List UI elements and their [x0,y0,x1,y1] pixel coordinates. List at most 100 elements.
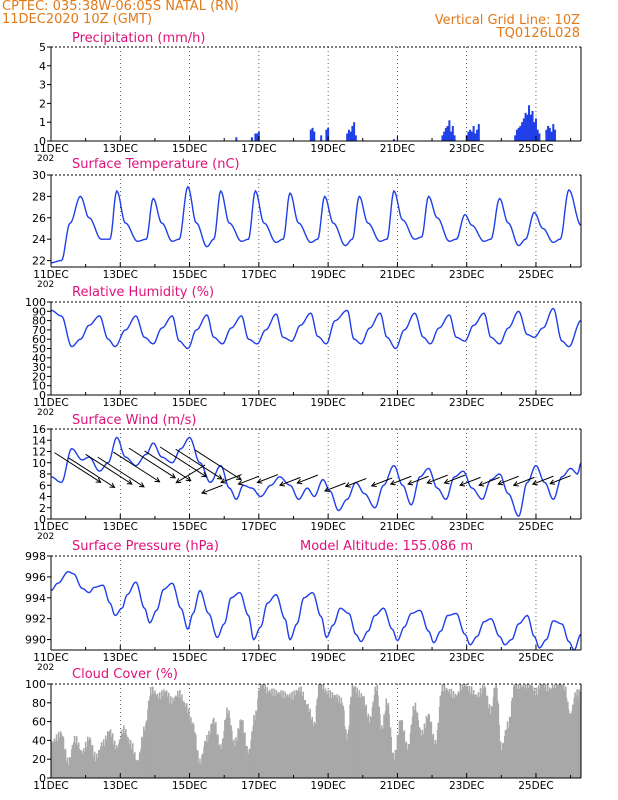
wind-arrow-head [549,479,556,485]
x-tick-label: 17DEC [241,521,276,533]
precip-bar [354,135,357,141]
y-tick-label: 90 [32,305,46,318]
y-tick-label: 60 [32,716,46,729]
y-tick-label: 4 [39,491,46,504]
wind-arrow [257,474,279,483]
wind-arrow-head [138,482,145,488]
wind-arrow-head [216,474,223,480]
x-tick-label: 13DEC [103,143,138,155]
wind-arrow-head [185,476,192,482]
temp-panel: 22 24 26 28 30 11DEC 13DEC 15DEC 17DEC 19DEC 21DEC… [32,157,582,290]
y-tick-label: 26 [32,212,46,225]
x-tick-label: 11DEC [33,397,68,409]
y-tick-label: 0 [39,513,46,526]
wind-arrow [238,475,260,485]
x-tick-label: 13DEC [103,780,138,792]
wind-arrow [426,474,448,484]
precip-bar [347,129,350,141]
wind-arrow-head [389,480,396,486]
wind-arrow-head [459,481,466,487]
wind-arrow-head [278,481,285,487]
wind-arrow-head [497,480,504,486]
precip-bar [476,129,479,141]
x-tick-label: 15DEC [172,780,207,792]
precip-bar [477,124,480,141]
x-tick-label: 15DEC [172,269,207,281]
x-tick-label: 17DEC [241,143,276,155]
precip-bar [545,129,548,141]
wind-arrow-head [531,480,538,486]
wind-arrow-head [126,479,133,485]
wind-arrow [324,482,346,492]
y-tick-label: 20 [32,370,46,383]
precip-bar [538,133,541,141]
precip-bar [550,131,553,141]
x-tick-label: 25DEC [518,269,553,281]
precip-bar [448,120,451,141]
cloud-series [51,684,581,778]
wind-arrow-head [220,478,227,484]
wind-arrow [549,475,571,485]
y-tick-label: 22 [32,255,46,268]
wind-arrow [113,451,160,483]
precip-bar [441,135,444,141]
y-tick-label: 1 [39,116,46,129]
wind-arrow [498,475,519,485]
x-tick-label: 23DEC [449,652,484,664]
y-tick-label: 2 [39,97,46,110]
precip-bar [256,133,259,141]
wind-arrow [54,452,101,483]
pressure-title: Surface Pressure (hPa) [72,539,219,554]
x-tick-label: 19DEC [310,269,345,281]
wind-arrow-head [237,480,244,486]
precip-bar [474,133,477,141]
precip-bar [522,118,525,141]
precip-bar [534,118,537,141]
y-tick-label: 10 [32,380,46,393]
chart-header: CPTEC: 035:38W-06:05S NATAL (RN) 11DEC20… [0,0,618,44]
x-tick-label: 19DEC [310,397,345,409]
x-tick-label: 15DEC [172,397,207,409]
wind-arrow [220,474,242,483]
wind-arrow [407,475,429,485]
y-tick-label: 994 [25,592,46,605]
wind-arrow [85,453,133,485]
x-tick-label: 17DEC [241,652,276,664]
y-tick-label: 100 [25,296,46,309]
x-tick-label: 13DEC [103,521,138,533]
precip-bar [536,129,539,141]
x-tick-label: 19DEC [310,780,345,792]
x-year-label: 202 [37,408,54,418]
wind-arrow [175,464,206,484]
wind-arrow-head [512,481,519,487]
wind-arrow-head [407,480,414,486]
precip-bar [531,110,534,141]
precip-bar [554,129,557,141]
x-year-label: 202 [37,280,54,290]
precip-bar [519,125,522,141]
precip-bar [526,114,529,141]
precip-panel: 0 1 2 3 4 5 11DEC 13DEC 15DEC 17DEC 19DEC 21DEC 23DE… [33,31,582,164]
x-tick-label: 25DEC [518,521,553,533]
model-id-label: TQ0126L028 [496,26,580,41]
wind-arrow-head [443,478,450,485]
precip-bar [529,114,532,141]
x-tick-label: 11DEC [33,521,68,533]
precip-series [235,105,557,141]
x-tick-label: 13DEC [103,269,138,281]
wind-arrow-head [256,478,263,484]
y-tick-label: 0 [39,772,46,785]
rh-line [51,307,581,350]
wind-series [51,436,581,518]
x-tick-label: 23DEC [449,143,484,155]
precip-bar [472,125,475,141]
x-tick-label: 21DEC [380,269,415,281]
wind-arrow [159,446,207,478]
y-tick-label: 4 [39,60,46,73]
y-tick-label: 40 [32,734,46,747]
y-tick-label: 5 [39,41,46,54]
wind-arrow [390,475,412,485]
y-tick-label: 40 [32,352,46,365]
x-year-label: 202 [37,663,54,673]
